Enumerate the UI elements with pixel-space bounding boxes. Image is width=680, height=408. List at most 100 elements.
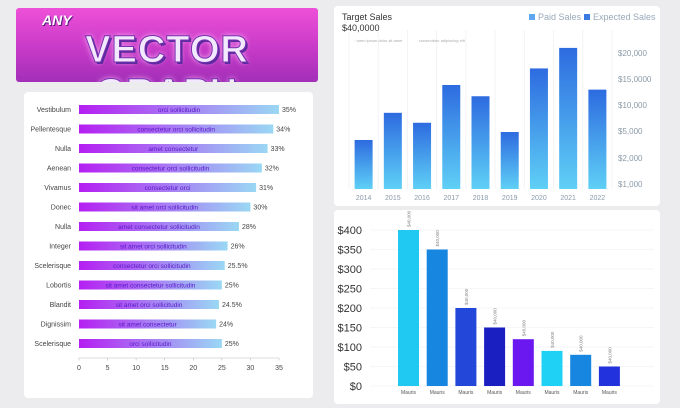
bar <box>529 68 548 189</box>
bar-label: sit amet consectetur sollicitudin <box>105 283 195 290</box>
value-label: $40,000 <box>521 319 526 336</box>
x-tick-label: 2016 <box>414 195 430 202</box>
bar <box>426 249 448 386</box>
bar <box>570 354 592 386</box>
legend-label: Paid Sales <box>538 12 582 22</box>
x-tick-label: Mauris <box>430 390 446 396</box>
y-tick-label: $5,000 <box>618 127 643 136</box>
x-tick-label: 2022 <box>590 195 606 202</box>
category-label: Donec <box>51 205 72 212</box>
x-tick-label: 2021 <box>560 195 576 202</box>
bar-label: sit amet consectetur <box>118 322 177 329</box>
x-tick-label: Mauris <box>487 390 503 396</box>
bar-label: sit amet orci sollicitudin <box>120 244 187 251</box>
value-label: 33% <box>271 146 285 153</box>
x-tick-label: Mauris <box>458 390 474 396</box>
bar <box>455 308 477 386</box>
value-label: $40,000 <box>493 308 498 325</box>
chart-notes: · orem ipsum dolor sit amet · consectetu… <box>354 38 465 43</box>
x-tick-label: 35 <box>275 365 283 372</box>
x-tick-label: Mauris <box>516 390 532 396</box>
bar <box>79 319 217 329</box>
y-tick-label: $400 <box>338 225 362 237</box>
y-tick-label: $20,000 <box>618 49 647 58</box>
value-label: 24.5% <box>222 302 242 309</box>
x-tick-label: 15 <box>161 365 169 372</box>
category-label: Nulla <box>55 224 71 231</box>
bar-label: sit amet orci sollicitudin <box>131 205 198 212</box>
category-label: Lobortis <box>46 283 71 290</box>
y-tick-label: $10,000 <box>618 101 647 110</box>
bar-label: amet consectetur sollicitudin <box>118 224 200 231</box>
vertical-bar-chart: $0 $50 $100 $150 $200 $250 $300 $350 $400 $40,000… <box>338 210 654 396</box>
y-tick-label: $150 <box>338 323 362 335</box>
bar <box>413 122 432 189</box>
value-label: 32% <box>265 166 279 173</box>
chart-title: Target Sales <box>342 12 393 22</box>
x-tick-label: Mauris <box>573 390 589 396</box>
banner-small-text: ANY <box>42 12 72 28</box>
value-label: 28% <box>242 224 256 231</box>
vertical-bar-chart-panel: $0 $50 $100 $150 $200 $250 $300 $350 $400 $40,000… <box>334 210 660 404</box>
category-label: Nulla <box>55 146 71 153</box>
value-label: $40,000 <box>579 335 584 352</box>
value-label: 25.5% <box>228 263 248 270</box>
y-tick-label: $350 <box>338 245 362 257</box>
y-tick-label: $100 <box>338 342 362 354</box>
bar <box>79 300 219 309</box>
x-tick-label: 5 <box>106 365 110 372</box>
x-tick-label: 2014 <box>356 195 372 202</box>
value-label: 34% <box>276 127 290 134</box>
category-label: Dignissim <box>41 322 72 329</box>
bar <box>79 183 257 192</box>
x-tick-label: 0 <box>77 365 81 372</box>
value-label: 31% <box>259 185 273 192</box>
x-tick-label: 2017 <box>443 195 459 202</box>
bar <box>79 105 279 114</box>
bar-label: orci sollicitudin <box>129 341 172 348</box>
chart-subtitle: $40,0000 <box>342 23 380 33</box>
horizontal-bar-chart-panel: Vestibulum orci sollicitudin 35% Pellentesq… <box>24 92 313 398</box>
title-banner: ANY VECTOR GRAPH <box>16 8 318 82</box>
target-sales-chart: 2014 2015 2016 2017 2018 2019 2020 2021 2022 $1,0… <box>348 30 652 202</box>
value-label: $40,000 <box>607 347 612 364</box>
category-label: Scelerisque <box>34 341 71 348</box>
x-tick-label: 2018 <box>473 195 489 202</box>
value-label: 24% <box>219 322 233 329</box>
y-tick-label: $200 <box>338 303 362 315</box>
x-tick-label: Mauris <box>544 390 560 396</box>
bar-label: consectetur orci sollicitudin <box>132 166 210 173</box>
x-tick-label: 10 <box>132 365 140 372</box>
value-label: 35% <box>282 107 296 114</box>
chart-note: · orem ipsum dolor sit amet <box>354 38 403 43</box>
bar <box>79 202 251 212</box>
target-sales-panel: Target Sales $40,0000 · orem ipsum dolor… <box>334 6 660 206</box>
category-label: Aenean <box>47 166 71 173</box>
x-tick-label: 30 <box>247 365 255 372</box>
x-tick-label: Mauris <box>602 390 618 396</box>
y-tick-label: $250 <box>338 284 362 296</box>
banner-title: VECTOR GRAPH <box>85 29 249 83</box>
value-label: 25% <box>225 283 239 290</box>
value-label: $40,000 <box>550 331 555 348</box>
y-tick-label: $300 <box>338 264 362 276</box>
y-tick-label: $50 <box>344 362 362 374</box>
bar <box>79 222 239 231</box>
bar <box>383 112 402 189</box>
chart-note: · consectetur adipiscing elit <box>416 38 465 43</box>
x-tick-label: 2020 <box>531 195 547 202</box>
category-label: Vivamus <box>44 185 71 192</box>
bar <box>598 366 620 386</box>
bar-label: consectetur orci sollicitudin <box>137 127 215 134</box>
bar <box>354 139 373 189</box>
bar <box>588 89 607 189</box>
legend-label: Expected Sales <box>593 12 656 22</box>
bar-label: consectetur orci sollicitudin <box>113 263 191 270</box>
bar <box>541 350 563 386</box>
bar-label: orci sollicitudin <box>158 107 201 114</box>
bar-label: sit amet orci sollicitudin <box>116 302 183 309</box>
category-label: Integer <box>49 244 71 251</box>
x-tick-label: 2015 <box>385 195 401 202</box>
y-tick-label: $1,000 <box>618 180 643 189</box>
value-label: $40,000 <box>464 288 469 305</box>
